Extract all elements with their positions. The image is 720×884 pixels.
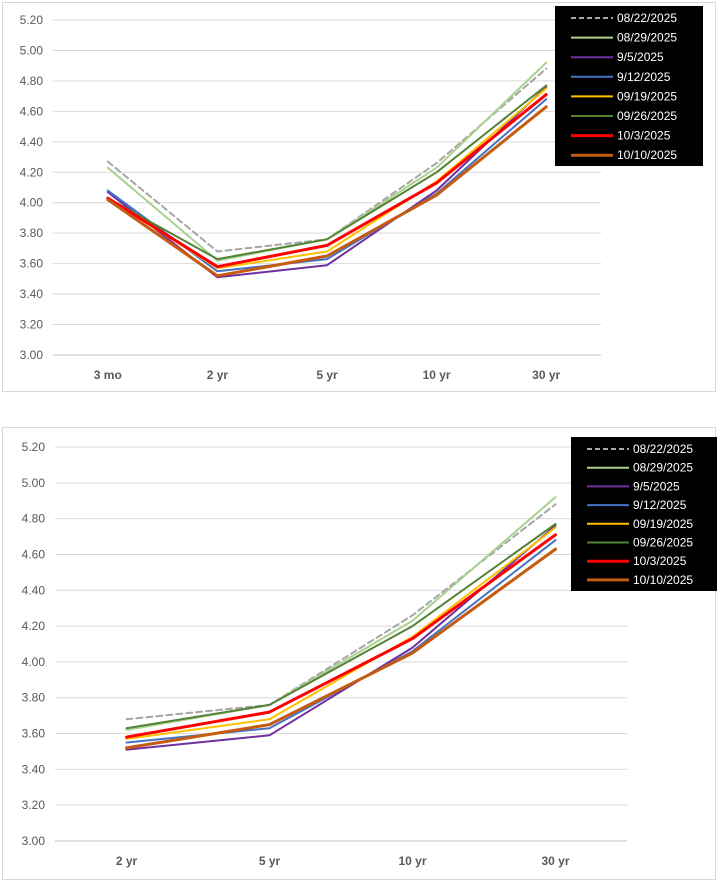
yield-curve-chart-bottom: 3.00 3.20 3.40 3.60 3.80 4.00 4.20 4.40 4.60 4.80… [2,427,717,880]
legend-label: 9/12/2025 [633,498,687,512]
legend-background [571,437,717,591]
y-tick-label: 4.40 [22,583,46,597]
x-tick-label: 5 yr [259,854,281,868]
y-tick-label: 3.20 [20,318,44,332]
x-tick-label: 2 yr [116,854,138,868]
series-line [106,86,548,279]
legend-label: 08/22/2025 [633,442,693,456]
legend-label: 09/19/2025 [633,517,693,531]
chart-svg: 3.00 3.20 3.40 3.60 3.80 4.00 4.20 4.40 4.60 4.80… [20,6,703,382]
y-tick-label: 3.40 [20,287,44,301]
series-line [125,533,557,739]
y-tick-label: 4.60 [22,547,46,561]
yield-curve-chart-top: 3.00 3.20 3.40 3.60 3.80 4.00 4.20 4.40 4.60 4.80… [2,2,716,392]
y-tick-label: 4.00 [22,655,46,669]
series-line [106,93,548,269]
series-line [106,87,548,270]
legend-label: 09/19/2025 [617,89,677,103]
y-tick-label: 3.00 [22,834,46,848]
x-tick-label: 10 yr [423,368,451,382]
y-tick-label: 3.60 [22,727,46,741]
gridlines [53,19,601,356]
x-tick-label: 3 mo [94,368,122,382]
y-tick-label: 4.80 [20,74,44,88]
x-tick-label: 30 yr [532,368,560,382]
series-line [125,523,557,730]
series-line [125,547,557,750]
gridlines [55,446,627,842]
y-tick-label: 3.00 [20,348,44,362]
y-tick-label: 5.00 [22,476,46,490]
legend-label: 08/22/2025 [617,11,677,25]
legend-label: 9/12/2025 [617,70,671,84]
legend-label: 09/26/2025 [633,536,693,550]
y-tick-label: 3.40 [22,762,46,776]
legend-label: 9/5/2025 [633,479,680,493]
legend-label: 10/10/2025 [633,573,693,587]
x-tick-label: 5 yr [316,368,338,382]
legend-label: 10/3/2025 [633,554,687,568]
series-line [125,526,557,740]
y-tick-label: 3.60 [20,257,44,271]
y-tick-label: 3.80 [20,226,44,240]
y-tick-label: 4.60 [20,104,44,118]
legend: 08/22/2025 08/29/2025 9/5/2025 9/12/2025 09/… [571,437,717,591]
legend-label: 10/10/2025 [617,148,677,162]
series-line [125,496,557,731]
y-tick-label: 5.20 [20,13,44,27]
y-tick-label: 4.00 [20,196,44,210]
y-tick-label: 4.40 [20,135,44,149]
legend-label: 9/5/2025 [617,50,664,64]
series-line [106,84,548,261]
chart-svg: 3.00 3.20 3.40 3.60 3.80 4.00 4.20 4.40 4.60 4.80… [22,437,717,868]
series-line [125,503,557,721]
y-tick-label: 3.80 [22,691,46,705]
x-tick-label: 30 yr [541,854,569,868]
legend-label: 08/29/2025 [633,461,693,475]
legend-label: 08/29/2025 [617,31,677,45]
y-tick-label: 3.20 [22,798,46,812]
legend-background [555,6,703,166]
series-line [106,105,548,278]
legend: 08/22/2025 08/29/2025 9/5/2025 9/12/2025 09/… [555,6,703,166]
x-tick-label: 10 yr [398,854,426,868]
y-tick-label: 4.80 [22,512,46,526]
y-tick-label: 5.00 [20,43,44,57]
legend-label: 09/26/2025 [617,109,677,123]
y-tick-label: 4.20 [20,165,44,179]
y-tick-label: 4.20 [22,619,46,633]
series-line [125,524,557,751]
y-tick-label: 5.20 [22,440,46,454]
legend-label: 10/3/2025 [617,129,671,143]
x-tick-label: 2 yr [207,368,229,382]
